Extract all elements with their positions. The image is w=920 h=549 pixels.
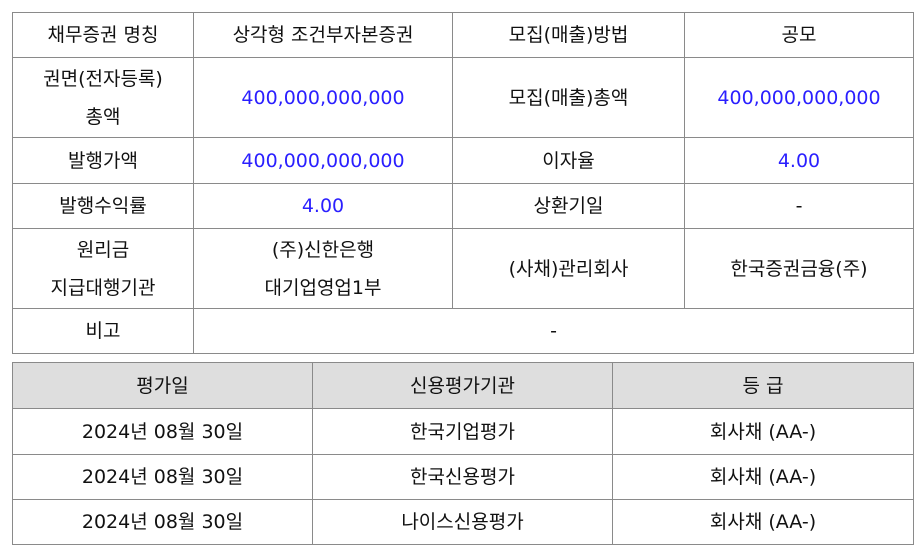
issue-price-label: 발행가액	[12, 137, 194, 184]
rating-grade: 회사채 (AA-)	[612, 454, 914, 500]
agent-value-line2: 대기업영업1부	[264, 276, 382, 299]
table-row: 발행가액 400,000,000,000 이자율 4.00	[12, 137, 914, 184]
rating-agency: 한국기업평가	[312, 408, 613, 455]
header-row: 평가일 신용평가기관 등 급	[12, 362, 914, 409]
header-date: 평가일	[12, 362, 313, 409]
method-label: 모집(매출)방법	[452, 12, 685, 58]
rating-grade: 회사채 (AA-)	[612, 499, 914, 545]
face-label-line1: 권면(전자등록)	[43, 67, 163, 90]
yield-value: 4.00	[193, 183, 453, 229]
interest-value: 4.00	[684, 137, 914, 184]
table-row: 채무증권 명칭 상각형 조건부자본증권 모집(매출)방법 공모	[12, 12, 914, 58]
table-row: 2024년 08월 30일 한국기업평가 회사채 (AA-)	[12, 408, 914, 455]
rating-agency: 한국신용평가	[312, 454, 613, 500]
agent-label-line1: 원리금	[76, 238, 130, 261]
remarks-value: -	[193, 308, 914, 354]
rating-agency: 나이스신용평가	[312, 499, 613, 545]
total-label: 모집(매출)총액	[452, 57, 685, 138]
table-row: 2024년 08월 30일 나이스신용평가 회사채 (AA-)	[12, 499, 914, 545]
table-row: 2024년 08월 30일 한국신용평가 회사채 (AA-)	[12, 454, 914, 500]
header-agency: 신용평가기관	[312, 362, 613, 409]
agent-label-line2: 지급대행기관	[50, 276, 156, 299]
name-label: 채무증권 명칭	[12, 12, 194, 58]
name-value: 상각형 조건부자본증권	[193, 12, 453, 58]
table-row: 발행수익률 4.00 상환기일 -	[12, 183, 914, 229]
maturity-label: 상환기일	[452, 183, 685, 229]
credit-rating-table: 평가일 신용평가기관 등 급 2024년 08월 30일 한국기업평가 회사채 …	[12, 362, 914, 545]
face-label: 권면(전자등록) 총액	[12, 57, 194, 138]
bond-info-table: 채무증권 명칭 상각형 조건부자본증권 모집(매출)방법 공모 권면(전자등록)…	[12, 12, 914, 354]
remarks-label: 비고	[12, 308, 194, 354]
manager-label: (사채)관리회사	[452, 228, 685, 309]
header-grade: 등 급	[612, 362, 914, 409]
interest-label: 이자율	[452, 137, 685, 184]
total-value: 400,000,000,000	[684, 57, 914, 138]
manager-value: 한국증권금융(주)	[684, 228, 914, 309]
rating-grade: 회사채 (AA-)	[612, 408, 914, 455]
agent-value-line1: (주)신한은행	[271, 238, 375, 261]
yield-label: 발행수익률	[12, 183, 194, 229]
table-row: 권면(전자등록) 총액 400,000,000,000 모집(매출)총액 400,…	[12, 57, 914, 138]
maturity-value: -	[684, 183, 914, 229]
issue-price-value: 400,000,000,000	[193, 137, 453, 184]
face-value: 400,000,000,000	[193, 57, 453, 138]
rating-date: 2024년 08월 30일	[12, 408, 313, 455]
method-value: 공모	[684, 12, 914, 58]
face-label-line2: 총액	[85, 105, 121, 128]
rating-date: 2024년 08월 30일	[12, 499, 313, 545]
rating-date: 2024년 08월 30일	[12, 454, 313, 500]
table-row: 비고 -	[12, 308, 914, 354]
